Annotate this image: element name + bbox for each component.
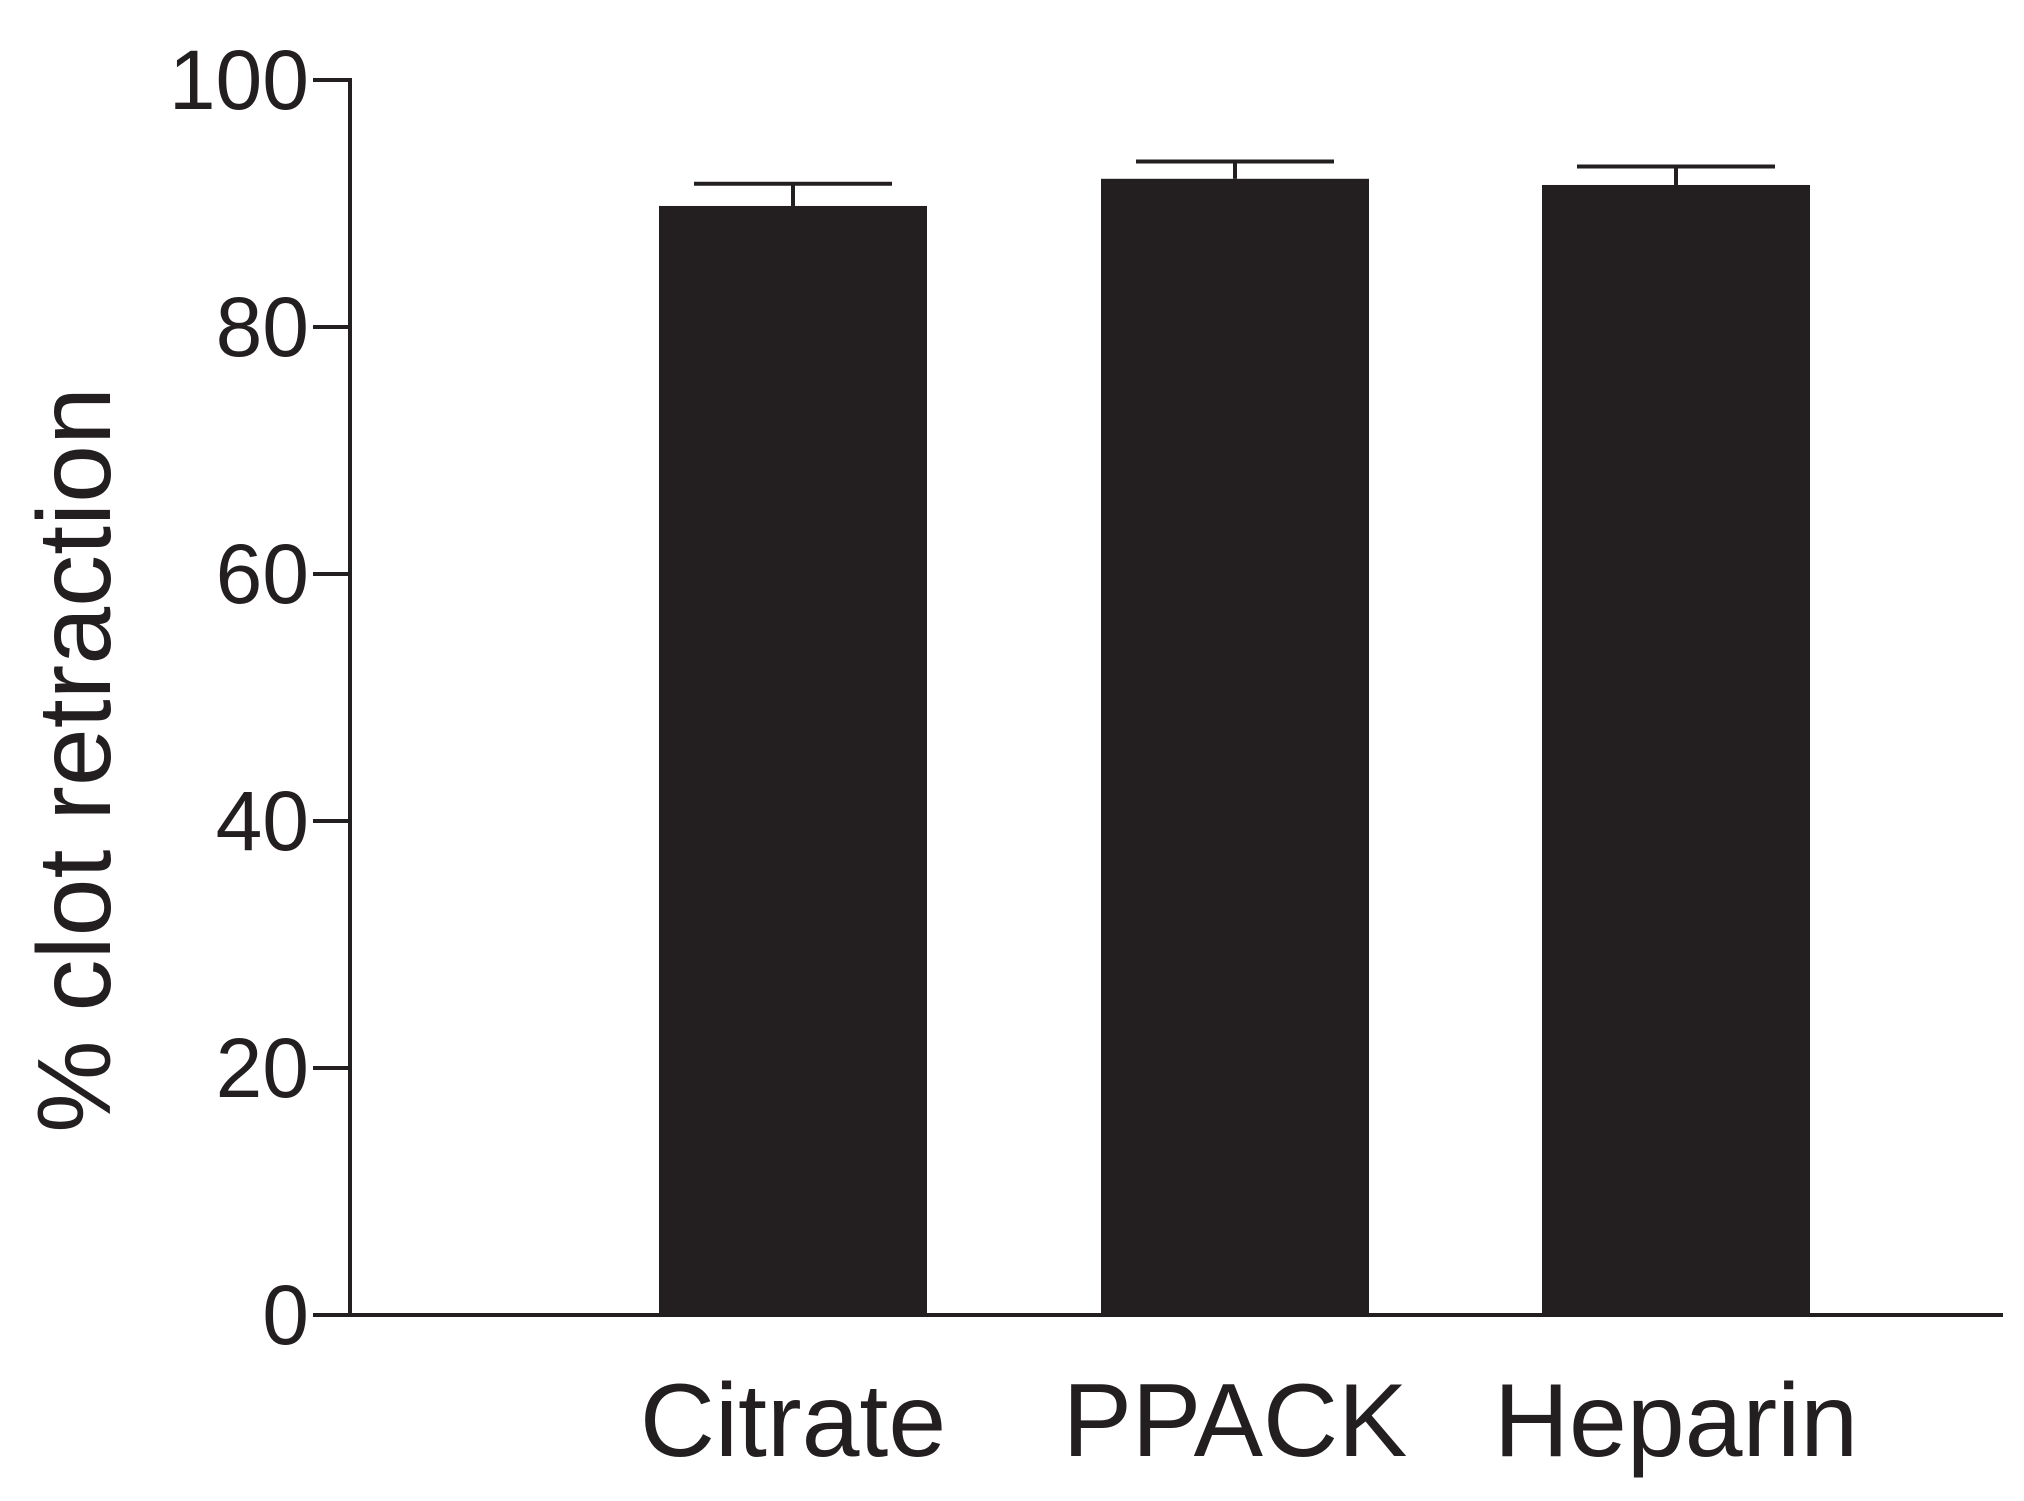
y-axis-title: % clot retraction: [17, 387, 133, 1133]
bar-citrate: [659, 205, 927, 1316]
y-tick-label-20: 20: [216, 1021, 309, 1115]
y-tick-label-80: 80: [216, 280, 309, 374]
y-tick-label-60: 60: [216, 527, 309, 621]
x-tick-label-citrate: Citrate: [640, 1363, 946, 1479]
y-tick-label-0: 0: [262, 1268, 309, 1362]
y-tick-label-100: 100: [169, 33, 309, 127]
bar-heparin: [1542, 184, 1810, 1316]
x-tick-label-heparin: Heparin: [1494, 1363, 1858, 1479]
bar-ppack: [1101, 178, 1369, 1315]
plot-area: Citrate PPACK Heparin 0 20 40 60 80 100: [169, 33, 2003, 1479]
x-tick-label-ppack: PPACK: [1063, 1363, 1408, 1479]
y-tick-label-40: 40: [216, 774, 309, 868]
